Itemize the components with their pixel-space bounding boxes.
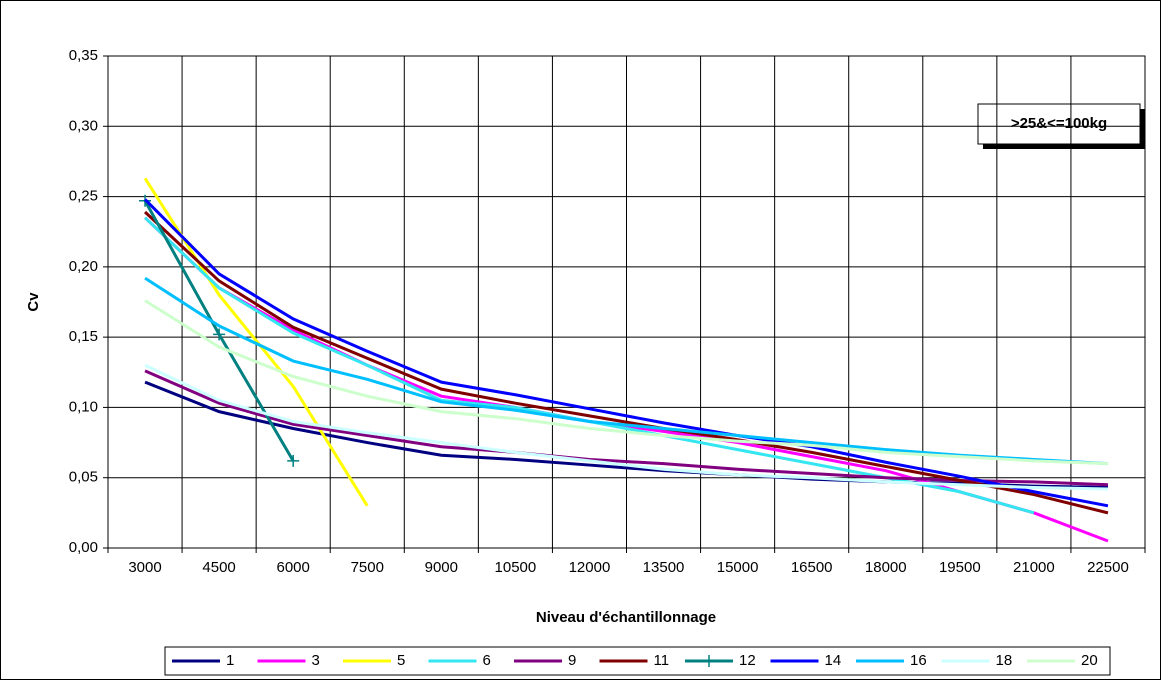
legend-label: 1 <box>226 652 234 669</box>
legend-marker <box>703 655 715 667</box>
y-tick-label: 0,00 <box>69 539 98 556</box>
annotation: >25&<=100kg <box>1011 115 1107 132</box>
y-tick-label: 0,20 <box>69 258 98 275</box>
legend-label: 18 <box>996 652 1013 669</box>
legend-label: 16 <box>910 652 927 669</box>
x-tick-label: 7500 <box>351 559 384 576</box>
x-tick-label: 13500 <box>643 559 685 576</box>
legend-label: 20 <box>1081 652 1098 669</box>
x-tick-label: 18000 <box>865 559 907 576</box>
series-line <box>143 198 1109 508</box>
y-tick-label: 0,15 <box>69 328 98 345</box>
x-tick-label: 12000 <box>569 559 611 576</box>
x-tick-label: 10500 <box>495 559 537 576</box>
x-tick-label: 22500 <box>1087 559 1129 576</box>
y-tick-label: 0,35 <box>69 47 98 64</box>
series-line <box>144 210 1109 515</box>
point-marker <box>287 454 300 467</box>
y-tick-label: 0,30 <box>69 117 98 134</box>
y-tick-label: 0,10 <box>69 398 98 415</box>
series-line <box>144 276 1109 466</box>
legend-label: 11 <box>654 652 670 669</box>
y-tick-label: 0,05 <box>69 469 98 486</box>
x-tick-label: 9000 <box>425 559 458 576</box>
series-line <box>144 363 1108 491</box>
legend-label: 6 <box>483 652 491 669</box>
point-marker <box>213 328 226 341</box>
x-tick-label: 6000 <box>276 559 309 576</box>
legend-label: 12 <box>739 652 756 669</box>
x-tick-label: 16500 <box>791 559 833 576</box>
x-tick-label: 19500 <box>939 559 981 576</box>
legend-label: 9 <box>568 652 576 669</box>
x-tick-label: 3000 <box>128 559 161 576</box>
annotation-box <box>977 103 1141 145</box>
legend-label: 5 <box>397 652 405 669</box>
x-axis-label: Niveau d'échantillonnage <box>536 609 716 626</box>
x-tick-label: 21000 <box>1013 559 1055 576</box>
y-tick-label: 0,25 <box>69 188 98 205</box>
legend-label: 14 <box>825 652 842 669</box>
y-axis-label: Cv <box>25 292 42 312</box>
x-tick-label: 4500 <box>202 559 235 576</box>
legend-label: 3 <box>312 652 320 669</box>
series-line <box>144 369 1109 487</box>
series-line <box>144 299 1109 466</box>
x-tick-label: 15000 <box>717 559 759 576</box>
